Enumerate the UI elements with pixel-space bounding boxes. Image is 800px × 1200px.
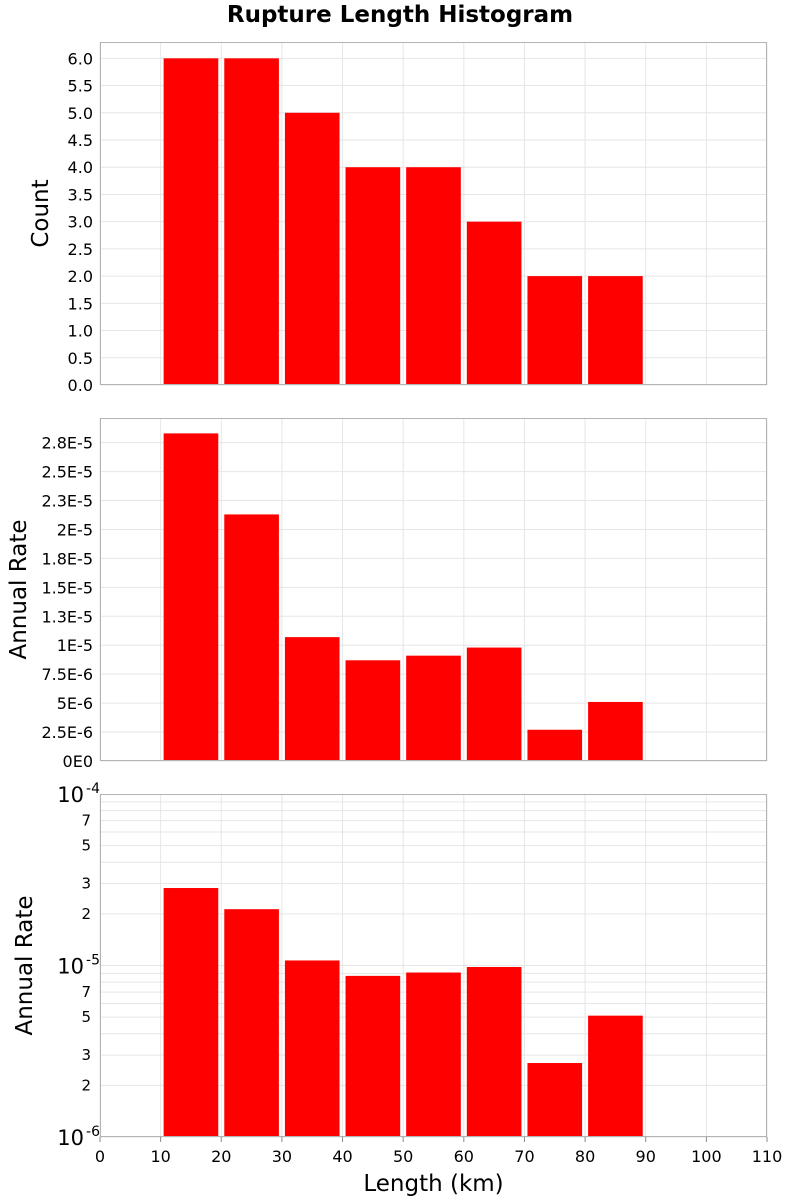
y-tick-label: 1.5E-5 bbox=[41, 578, 93, 597]
y-tick-label: 0.5 bbox=[68, 349, 93, 368]
bar bbox=[345, 167, 401, 385]
x-tick-label: 100 bbox=[691, 1147, 722, 1166]
bar bbox=[406, 167, 461, 385]
y-axis-label: Annual Rate bbox=[12, 896, 38, 1036]
bar bbox=[284, 960, 340, 1137]
bar bbox=[588, 276, 643, 385]
y-tick-label: 5.0 bbox=[68, 104, 93, 123]
x-tick-label: 60 bbox=[454, 1147, 474, 1166]
panel-count: 0.0 0.5 1.0 1.5 2.0 2.5 3.0 3.5 4.0 4.5 5.0 5.5 6.0 C… bbox=[28, 42, 768, 395]
y-tick-label: 0.0 bbox=[68, 376, 93, 395]
plot-frame bbox=[100, 418, 767, 761]
x-tick-label: 0 bbox=[95, 1147, 105, 1166]
y-tick-exponent: -4 bbox=[86, 781, 100, 797]
plot-frame bbox=[100, 794, 767, 1137]
y-tick-label: 2.8E-5 bbox=[41, 434, 93, 453]
y-tick-base: 10 bbox=[57, 783, 84, 807]
y-tick-label: 1E-5 bbox=[57, 636, 93, 655]
bar bbox=[466, 647, 522, 761]
bar bbox=[345, 660, 401, 761]
y-tick-label: 1.8E-5 bbox=[41, 549, 93, 568]
y-tick-label: 2.5 bbox=[68, 240, 93, 259]
y-tick-exponent: -5 bbox=[86, 953, 100, 969]
y-tick-label: 3 bbox=[81, 875, 91, 893]
y-tick-label: 2.0 bbox=[68, 267, 93, 286]
bar bbox=[163, 888, 219, 1137]
y-tick-label: 5 bbox=[81, 837, 91, 855]
y-tick-label: 0E0 bbox=[63, 752, 93, 771]
y-tick-label: 2 bbox=[81, 1076, 91, 1094]
bar bbox=[588, 1015, 643, 1137]
bar bbox=[224, 58, 279, 385]
y-tick-label: 2.5E-6 bbox=[41, 723, 93, 742]
y-tick-exponent: -6 bbox=[86, 1124, 100, 1140]
y-tick-label: 3 bbox=[81, 1046, 91, 1064]
y-tick-label: 1.5 bbox=[68, 294, 93, 313]
bar bbox=[406, 655, 461, 761]
x-tick-label: 90 bbox=[636, 1147, 656, 1166]
chart-title: Rupture Length Histogram bbox=[226, 2, 574, 28]
bar bbox=[224, 909, 279, 1137]
y-tick-label: 2.5E-5 bbox=[41, 463, 93, 482]
y-tick-label: 2E-5 bbox=[57, 520, 93, 539]
y-tick-label: 7 bbox=[81, 983, 91, 1001]
y-tick-base: 10 bbox=[57, 955, 84, 979]
y-tick-label: 10 -6 bbox=[57, 1124, 100, 1150]
y-tick-label: 2.3E-5 bbox=[41, 492, 93, 511]
y-tick-label: 5.5 bbox=[68, 77, 93, 96]
y-axis-label: Count bbox=[28, 179, 54, 247]
x-axis: 0 10 20 30 40 50 60 70 80 90 100 110 Length (km) bbox=[95, 1137, 782, 1197]
x-tick-label: 70 bbox=[514, 1147, 534, 1166]
bar bbox=[588, 701, 643, 761]
panel-rate-linear: 0E0 2.5E-6 5E-6 7.5E-6 1E-5 1.3E-5 1.5E-5 1.8E-… bbox=[6, 418, 768, 771]
plot-frame bbox=[100, 42, 767, 385]
x-tick-label: 10 bbox=[150, 1147, 170, 1166]
bar bbox=[527, 729, 583, 761]
bar bbox=[345, 975, 401, 1137]
bar bbox=[466, 967, 522, 1137]
y-tick-label: 3.0 bbox=[68, 213, 93, 232]
bar bbox=[284, 637, 340, 761]
y-axis-label: Annual Rate bbox=[6, 520, 32, 660]
y-tick-label: 5 bbox=[81, 1008, 91, 1026]
bar bbox=[527, 1063, 583, 1137]
x-tick-label: 20 bbox=[211, 1147, 231, 1166]
bar bbox=[163, 58, 219, 385]
y-tick-label: 1.3E-5 bbox=[41, 607, 93, 626]
bar bbox=[224, 514, 279, 761]
x-tick-label: 30 bbox=[272, 1147, 292, 1166]
y-tick-label: 3.5 bbox=[68, 185, 93, 204]
bar bbox=[284, 112, 340, 386]
y-tick-label: 10 -5 bbox=[57, 953, 100, 979]
y-tick-label: 5E-6 bbox=[57, 694, 93, 713]
bar bbox=[406, 972, 461, 1137]
x-tick-label: 110 bbox=[752, 1147, 783, 1166]
bar bbox=[466, 221, 522, 385]
bar bbox=[163, 433, 219, 761]
x-tick-label: 80 bbox=[575, 1147, 595, 1166]
y-tick-label: 7 bbox=[81, 812, 91, 830]
y-tick-base: 10 bbox=[57, 1126, 84, 1150]
y-tick-label: 1.0 bbox=[68, 322, 93, 341]
x-axis-label: Length (km) bbox=[363, 1171, 503, 1197]
y-tick-label: 6.0 bbox=[68, 49, 93, 68]
y-tick-label: 2 bbox=[81, 905, 91, 923]
y-tick-label: 4.0 bbox=[68, 158, 93, 177]
x-tick-label: 50 bbox=[393, 1147, 413, 1166]
y-tick-label: 7.5E-6 bbox=[41, 665, 93, 684]
bar bbox=[527, 276, 583, 385]
y-tick-label: 4.5 bbox=[68, 131, 93, 150]
y-tick-label: 10 -4 bbox=[57, 781, 100, 807]
x-tick-label: 40 bbox=[332, 1147, 352, 1166]
